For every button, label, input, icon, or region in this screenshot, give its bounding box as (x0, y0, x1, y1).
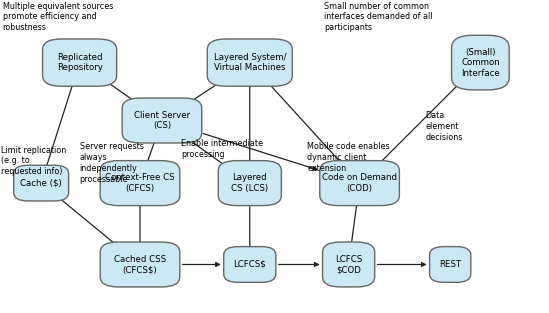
FancyBboxPatch shape (451, 35, 509, 90)
Text: Layered
CS (LCS): Layered CS (LCS) (231, 173, 268, 193)
FancyBboxPatch shape (14, 165, 69, 201)
Text: Client Server
(CS): Client Server (CS) (134, 111, 190, 130)
Text: Multiple equivalent sources
promote efficiency and
robustness: Multiple equivalent sources promote effi… (3, 2, 113, 32)
Text: Mobile code enables
dynamic client
extension: Mobile code enables dynamic client exten… (307, 142, 390, 173)
Text: Cache ($): Cache ($) (20, 179, 62, 187)
Text: Replicated
Repository: Replicated Repository (57, 53, 103, 72)
Text: Enable intermediate
processing: Enable intermediate processing (181, 139, 263, 159)
Text: Server requests
always
independently
processable: Server requests always independently pro… (80, 142, 143, 184)
FancyBboxPatch shape (320, 161, 400, 206)
Text: Data
element
decisions: Data element decisions (425, 111, 463, 141)
Text: Layered System/
Virtual Machines: Layered System/ Virtual Machines (214, 53, 286, 72)
FancyBboxPatch shape (122, 98, 201, 143)
FancyBboxPatch shape (100, 161, 180, 206)
FancyBboxPatch shape (42, 39, 116, 86)
Text: Cached CSS
(CFCS$): Cached CSS (CFCS$) (114, 255, 166, 274)
Text: LCFCS$: LCFCS$ (233, 260, 266, 269)
Text: (Small)
Common
Interface: (Small) Common Interface (461, 48, 500, 78)
FancyBboxPatch shape (429, 247, 470, 282)
FancyBboxPatch shape (100, 242, 180, 287)
Text: LCFCS
$COD: LCFCS $COD (335, 255, 362, 274)
Text: Context-Free CS
(CFCS): Context-Free CS (CFCS) (105, 173, 175, 193)
FancyBboxPatch shape (219, 161, 282, 206)
FancyBboxPatch shape (323, 242, 374, 287)
FancyBboxPatch shape (224, 247, 276, 282)
Text: Small number of common
interfaces demanded of all
participants: Small number of common interfaces demand… (324, 2, 433, 32)
FancyBboxPatch shape (207, 39, 292, 86)
Text: Code on Demand
(COD): Code on Demand (COD) (322, 173, 397, 193)
Text: REST: REST (439, 260, 461, 269)
Text: Limit replication
(e.g. to
requested info): Limit replication (e.g. to requested inf… (1, 146, 66, 176)
